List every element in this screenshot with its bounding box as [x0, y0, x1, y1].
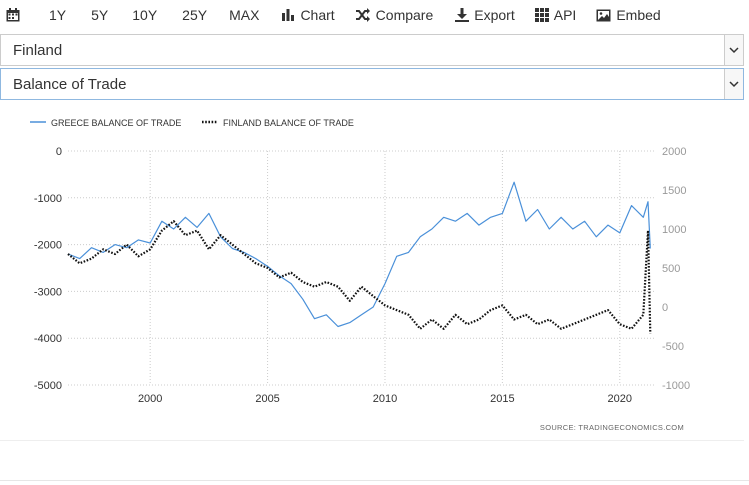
range-25y-button[interactable]: 25Y [182, 7, 208, 23]
y-right-tick-label: 1000 [662, 224, 686, 236]
toolbar: 1Y 5Y 10Y 25Y MAX Chart Compare Export A… [0, 0, 749, 30]
finland-series-line [67, 220, 652, 334]
export-button[interactable]: Export [455, 7, 515, 23]
range-1y-button[interactable]: 1Y [49, 7, 67, 23]
y-right-tick-label: -500 [662, 341, 684, 353]
embed-button[interactable]: Embed [596, 7, 661, 23]
y-left-tick-label: 0 [56, 146, 62, 158]
x-tick-label: 2010 [373, 393, 397, 405]
legend-label-finland: FINLAND BALANCE OF TRADE [223, 118, 354, 128]
y-left-tick-label: -1000 [34, 193, 62, 205]
legend-label-greece: GREECE BALANCE OF TRADE [51, 118, 181, 128]
x-tick-label: 2005 [255, 393, 279, 405]
calendar-icon[interactable] [6, 8, 25, 22]
bar-chart-icon [282, 9, 295, 21]
y-left-tick-label: -3000 [34, 286, 62, 298]
y-right-tick-label: 500 [662, 263, 680, 275]
indicator-select[interactable]: Balance of Trade [0, 68, 744, 100]
y-right-tick-label: 2000 [662, 146, 686, 158]
greece-series-line [67, 181, 651, 328]
y-right-tick-label: 1500 [662, 185, 686, 197]
chevron-down-icon[interactable] [724, 69, 743, 99]
grid-icon [534, 8, 549, 22]
y-left-tick-label: -2000 [34, 240, 62, 252]
compare-label: Compare [375, 7, 434, 23]
chart-label: Chart [300, 7, 335, 23]
image-icon [596, 9, 611, 21]
y-left-tick-label: -4000 [34, 333, 62, 345]
range-5y-button[interactable]: 5Y [91, 7, 109, 23]
embed-label: Embed [616, 7, 661, 23]
indicator-select-value: Balance of Trade [13, 75, 127, 93]
divider [0, 480, 749, 481]
download-icon [455, 8, 470, 22]
api-button[interactable]: API [534, 7, 577, 23]
balance-of-trade-chart: 0-1000-2000-3000-4000-500020001500100050… [30, 118, 690, 432]
source-note: SOURCE: TRADINGECONOMICS.COM [540, 423, 684, 432]
chart-button[interactable]: Chart [281, 7, 335, 23]
country-select-value: Finland [13, 41, 63, 59]
shuffle-icon [355, 8, 370, 22]
country-select[interactable]: Finland [0, 34, 744, 66]
compare-button[interactable]: Compare [355, 7, 434, 23]
range-10y-button[interactable]: 10Y [132, 7, 158, 23]
chevron-down-icon[interactable] [724, 35, 743, 65]
range-max-button[interactable]: MAX [229, 7, 260, 23]
api-label: API [553, 7, 577, 23]
x-tick-label: 2015 [490, 393, 514, 405]
chart-container: 0 -1000 -2000 -3000 -4000 -5000 2000 1500 1000 50… [0, 104, 744, 441]
y-left-tick-label: -5000 [34, 380, 62, 392]
y-right-tick-label: -1000 [662, 380, 690, 392]
x-tick-label: 2000 [138, 393, 162, 405]
y-right-tick-label: 0 [662, 302, 668, 314]
x-tick-label: 2020 [608, 393, 632, 405]
export-label: Export [474, 7, 515, 23]
